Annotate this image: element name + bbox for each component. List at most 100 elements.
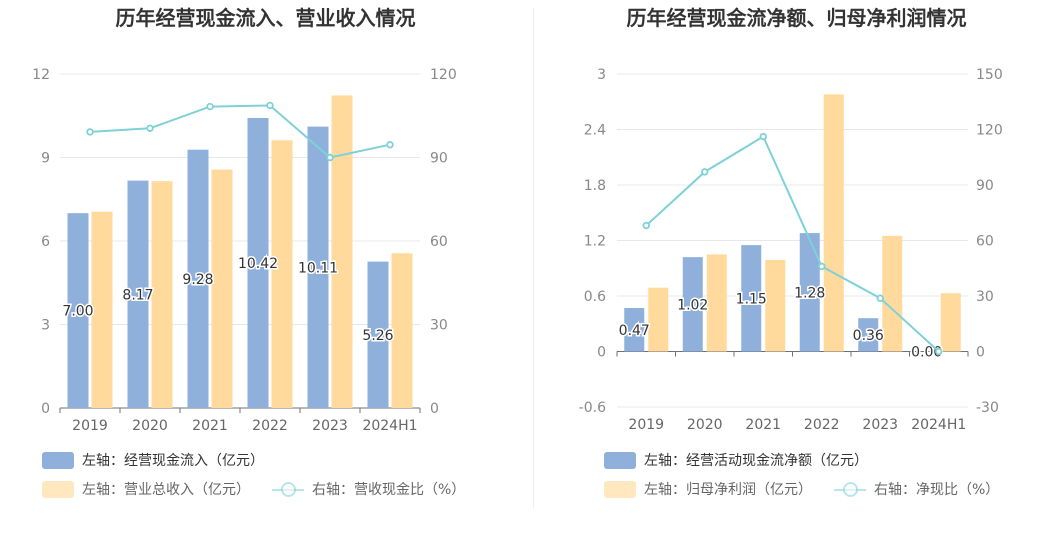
x-axis-category-label: 2019: [72, 418, 108, 434]
bar-series-1: [682, 257, 703, 352]
left-axis-tick-label: 1.8: [584, 178, 606, 194]
bar-series-1: [858, 318, 879, 352]
x-axis-category-label: 2023: [312, 418, 348, 434]
line-point: [266, 101, 274, 110]
bar-data-label: 0.47: [619, 323, 650, 339]
left-legend-row-1: 左轴：经营现金流入（亿元）: [42, 449, 286, 471]
line-point: [876, 294, 884, 302]
bar-series-1: [187, 149, 209, 408]
bar-series-2: [391, 253, 413, 408]
x-axis-category-label: 2024H1: [911, 417, 966, 433]
legend-swatch-cash-inflow: [42, 451, 74, 469]
legend-swatch-revenue-cash-ratio: [272, 481, 304, 498]
legend-label-cash-inflow: 左轴：经营现金流入（亿元）: [82, 453, 264, 469]
bar-series-2: [271, 140, 293, 408]
legend-swatch-net-cash-flow: [604, 451, 636, 469]
right-axis-tick-label: 150: [976, 67, 1003, 83]
left-axis-tick-label: -0.6: [579, 400, 606, 416]
bar-series-1: [799, 233, 820, 352]
panel-divider: [533, 8, 534, 508]
left-chart-title: 历年经营现金流入、营业收入情况: [115, 6, 416, 30]
right-legend-row-2: 左轴：归母净利润（亿元） 右轴：净现比（%）: [604, 478, 1021, 500]
legend-item-cash-inflow[interactable]: 左轴：经营现金流入（亿元）: [42, 450, 264, 470]
legend-item-net-cash-flow[interactable]: 左轴：经营活动现金流净额（亿元）: [604, 450, 868, 470]
bar-series-1: [307, 126, 329, 408]
left-chart-panel: 历年经营现金流入、营业收入情况 0 3 6 9 12 0 30 60 90 120 2019 2020…: [32, 6, 487, 500]
x-axis-category-label: 2022: [804, 417, 840, 433]
bar-series-2: [91, 211, 113, 408]
right-chart-panel: 历年经营现金流净额、归母净利润情况 -0.6 0 0.6 1.2 1.8 2.4 3 -30 0…: [531, 0, 1062, 546]
x-axis-category-label: 2020: [687, 417, 723, 433]
left-axis-tick-label: 12: [32, 67, 50, 83]
bar-series-2: [151, 181, 173, 408]
bar-series-1: [127, 180, 149, 408]
legend-item-revenue-cash-ratio[interactable]: 右轴：营收现金比（%）: [272, 479, 465, 499]
legend-item-net-cash-ratio[interactable]: 右轴：净现比（%）: [834, 479, 999, 499]
bar-series-2: [765, 259, 786, 352]
right-legend-row-1: 左轴：经营活动现金流净额（亿元）: [604, 449, 890, 471]
legend-label-net-profit: 左轴：归母净利润（亿元）: [644, 482, 812, 498]
bar-data-label: 9.28: [182, 272, 213, 288]
x-axis-category-label: 2020: [132, 418, 168, 434]
right-axis-tick-label: 30: [430, 318, 448, 334]
line-point: [759, 132, 767, 141]
bar-data-label: 0.36: [853, 328, 884, 344]
legend-item-net-profit[interactable]: 左轴：归母净利润（亿元）: [604, 479, 812, 499]
left-axis-tick-label: 0: [41, 401, 50, 417]
x-axis-category-label: 2022: [252, 418, 288, 434]
bar-data-label: 1.28: [794, 285, 825, 301]
bar-series-2: [940, 293, 961, 352]
legend-label-revenue: 左轴：营业总收入（亿元）: [82, 482, 250, 498]
bar-series-2: [331, 95, 353, 408]
right-axis-tick-label: 0: [976, 345, 985, 361]
bar-series-1: [624, 308, 645, 352]
line-point: [206, 102, 214, 111]
left-legend-row-2: 左轴：营业总收入（亿元） 右轴：营收现金比（%）: [42, 478, 487, 500]
legend-label-revenue-cash-ratio: 右轴：营收现金比（%）: [312, 482, 466, 498]
left-axis-tick-label: 3: [597, 67, 606, 83]
bar-data-label: 5.26: [362, 328, 393, 344]
bar-data-label: 7.00: [62, 304, 93, 320]
line-series: [645, 135, 940, 353]
right-axis-tick-label: -30: [976, 400, 999, 416]
right-chart-plot: -0.6 0 0.6 1.2 1.8 2.4 3 -30 0 30 60 90 120 150 2019 20…: [579, 67, 1003, 433]
line-point: [86, 128, 94, 136]
right-axis-tick-label: 60: [430, 234, 448, 250]
right-chart-title: 历年经营现金流净额、归母净利润情况: [626, 6, 967, 30]
legend-swatch-net-cash-ratio: [834, 481, 866, 498]
right-axis-tick-label: 30: [976, 289, 994, 305]
line-point: [701, 168, 709, 176]
bar-data-label: 1.15: [736, 291, 767, 307]
bar-data-label: 10.11: [298, 260, 338, 276]
legend-swatch-revenue: [42, 480, 74, 498]
x-axis-category-label: 2019: [628, 417, 664, 433]
bar-data-label: 8.17: [122, 287, 153, 303]
line-series: [89, 104, 391, 159]
line-point: [146, 124, 154, 132]
bar-series-2: [882, 235, 903, 352]
right-axis-tick-label: 120: [430, 67, 457, 83]
line-point: [386, 140, 394, 149]
line-point: [818, 262, 826, 271]
bar-series-1: [741, 245, 762, 352]
left-axis-tick-label: 3: [41, 318, 50, 334]
x-axis-category-label: 2023: [862, 417, 898, 433]
bar-series-1: [247, 117, 269, 408]
bar-data-label: 10.42: [238, 256, 278, 272]
bar-series-2: [706, 254, 727, 352]
x-axis-category-label: 2021: [745, 417, 781, 433]
right-axis-tick-label: 90: [976, 178, 994, 194]
left-axis-tick-label: 0: [597, 345, 606, 361]
bar-series-2: [823, 94, 844, 352]
legend-item-revenue[interactable]: 左轴：营业总收入（亿元）: [42, 479, 250, 499]
right-axis-tick-label: 90: [430, 151, 448, 167]
x-axis-category-label: 2021: [192, 418, 228, 434]
line-point: [642, 221, 650, 230]
legend-label-net-cash-ratio: 右轴：净现比（%）: [874, 482, 1000, 498]
right-axis-tick-label: 120: [976, 123, 1003, 139]
left-axis-tick-label: 9: [41, 151, 50, 167]
bar-series-1: [67, 213, 89, 408]
x-axis-category-label: 2024H1: [362, 418, 417, 434]
left-axis-tick-label: 1.2: [584, 234, 606, 250]
